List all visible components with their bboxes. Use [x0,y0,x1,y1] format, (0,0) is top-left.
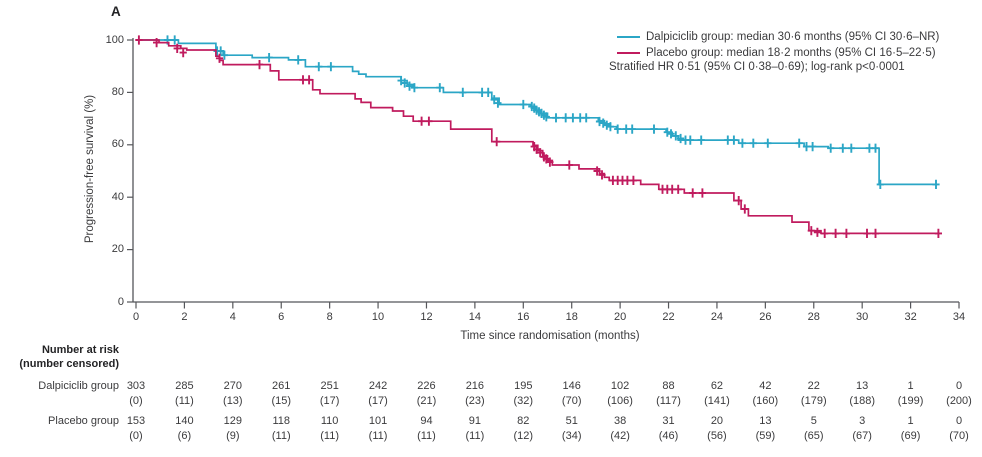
censor-mark [863,228,871,238]
censor-mark [839,143,847,153]
censor-mark [802,142,811,152]
risk-table-header: Number at risk (number censored) [0,344,119,371]
censor-mark [595,116,604,127]
censor-mark [552,113,560,123]
legend-entry-label: Dalpiciclib group: median 30·6 months (9… [646,31,940,43]
censor-mark [832,228,840,238]
censor-mark [327,62,335,72]
censor-mark [569,113,577,123]
censor-mark [542,112,550,122]
censor-mark [674,184,682,194]
censor-mark [689,188,697,198]
censor-mark [305,75,313,85]
censor-mark [598,170,606,180]
censor-mark [686,135,694,145]
censor-mark [876,179,884,189]
legend-entry-placebo: Placebo group: median 18·2 months (95% C… [609,45,939,61]
censor-mark [519,99,527,110]
censor-mark [546,157,554,167]
censor-mark [672,131,680,141]
censor-mark [865,143,873,153]
censor-mark [562,113,570,123]
censor-mark [813,227,821,237]
censor-mark [171,35,179,45]
censor-mark [730,135,738,145]
censor-mark [821,228,829,238]
censor-mark [735,196,743,206]
censor-mark [764,138,772,148]
censor-mark [667,129,675,139]
censor-mark [842,228,850,238]
censor-mark [738,138,746,148]
panel-label: A [111,4,121,19]
censor-mark [629,175,637,185]
censor-mark [418,116,426,126]
censor-mark [606,122,614,132]
censor-mark [741,204,749,214]
censor-mark [265,53,273,63]
censor-mark [809,142,817,152]
censor-mark [599,118,607,128]
survival-curve [136,39,940,235]
censor-mark [299,75,307,85]
censor-mark [135,35,143,45]
censor-mark [220,50,228,60]
legend-stats-note: Stratified HR 0·51 (95% CI 0·38–0·69); l… [609,61,905,73]
censor-mark [173,43,181,53]
censor-mark [614,124,622,134]
censor-mark [593,166,601,176]
censor-mark [847,143,855,153]
placebo-line-swatch [617,51,640,55]
legend-entry-label: Placebo group: median 18·2 months (95% C… [646,47,936,59]
risk-table-header-line2: (number censored) [19,357,119,370]
censor-mark [478,87,486,97]
censor-mark [663,127,671,137]
censor-mark [255,60,264,70]
censor-mark [565,160,573,170]
censor-mark [493,137,501,147]
censor-mark [807,226,815,236]
censor-mark [410,83,418,93]
censor-mark [698,188,706,198]
censor-mark [153,38,161,48]
censor-mark [871,143,880,153]
censor-mark [436,83,444,93]
censor-mark [749,138,757,148]
legend: Dalpiciclib group: median 30·6 months (9… [609,29,939,77]
y-axis-label: Progression-free survival (%) [84,94,96,244]
censor-mark [724,135,732,145]
dalpiciclib-line-swatch [617,35,640,39]
censor-mark [405,81,414,91]
censor-mark [871,228,880,238]
censor-mark [677,133,685,144]
censor-mark [827,143,835,153]
censor-mark [536,148,544,158]
censor-mark [294,55,302,65]
censor-mark [490,95,498,105]
censor-mark [582,113,590,123]
censor-mark [215,53,224,63]
censor-mark [484,87,492,97]
censor-mark [932,179,940,189]
censor-mark [315,62,323,72]
legend-entry-dalpiciclib: Dalpiciclib group: median 30·6 months (9… [609,29,939,45]
censor-mark [425,116,433,126]
x-axis-label: Time since randomisation (months) [460,330,640,342]
censor-mark [795,138,803,148]
censor-mark [179,48,187,58]
censor-mark [628,124,636,134]
risk-table-header-line1: Number at risk [41,344,119,356]
censor-mark [697,135,705,145]
censor-mark [650,124,658,134]
censor-mark [401,78,409,88]
censor-mark [934,228,942,238]
censor-mark [217,46,225,56]
censor-mark [603,120,611,130]
censor-mark [494,98,502,108]
censor-mark [459,87,467,97]
